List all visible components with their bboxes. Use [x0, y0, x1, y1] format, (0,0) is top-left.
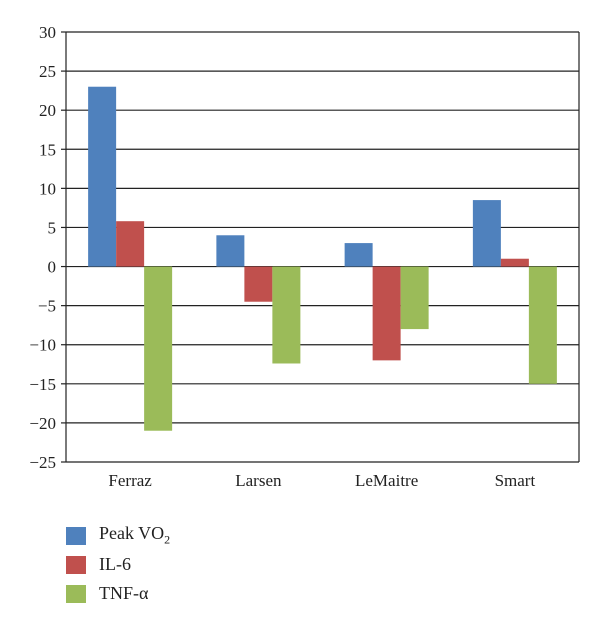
x-tick-label-ferraz: Ferraz — [108, 471, 152, 490]
y-tick-label: 30 — [39, 23, 56, 42]
y-tick-label: 0 — [48, 258, 57, 277]
legend-swatch-il-6 — [66, 555, 86, 574]
y-tick-label: −10 — [29, 336, 56, 355]
y-tick-label: −20 — [29, 414, 56, 433]
bar-peak-vo2-ferraz — [88, 86, 117, 267]
y-tick-label: 20 — [39, 101, 56, 120]
y-tick-label: −15 — [29, 375, 56, 394]
bar-il-6-lemaitre — [372, 266, 401, 361]
y-tick-label: 10 — [39, 179, 56, 198]
bar-peak-vo2-lemaitre — [344, 243, 373, 267]
bar-tnf-lemaitre — [400, 266, 429, 330]
legend-item-peak-vo2: Peak VO2 — [66, 521, 170, 550]
x-tick-label-smart: Smart — [495, 471, 536, 490]
legend: Peak VO2 IL-6 TNF-α — [66, 521, 170, 608]
bar-tnf-ferraz — [144, 266, 173, 431]
bar-peak-vo2-smart — [472, 200, 501, 267]
bar-il-6-smart — [500, 258, 529, 267]
y-tick-label: −5 — [38, 297, 56, 316]
bar-il-6-larsen — [244, 266, 273, 302]
x-tick-label-larsen: Larsen — [235, 471, 282, 490]
legend-label-peak-vo2: Peak VO2 — [99, 523, 171, 547]
bar-tnf-smart — [528, 266, 557, 384]
x-tick-labels: Ferraz Larsen LeMaitre Smart — [108, 471, 535, 490]
legend-label-tnf-alpha: TNF-α — [99, 583, 149, 603]
bar-tnf-larsen — [272, 266, 301, 364]
legend-swatch-peak-vo2 — [66, 526, 86, 545]
y-tick-label: 15 — [39, 140, 56, 159]
legend-item-il-6: IL-6 — [66, 550, 170, 579]
legend-label-il-6: IL-6 — [99, 554, 131, 574]
bars — [88, 86, 557, 431]
bar-il-6-ferraz — [116, 221, 145, 267]
bar-peak-vo2-larsen — [216, 235, 245, 267]
y-tick-label: 25 — [39, 62, 56, 81]
x-tick-label-lemaitre: LeMaitre — [355, 471, 418, 490]
legend-item-tnf-alpha: TNF-α — [66, 579, 170, 608]
y-tick-label: −25 — [29, 453, 56, 472]
legend-swatch-tnf-alpha — [66, 584, 86, 603]
y-tick-label: 5 — [48, 218, 57, 237]
axes — [61, 31, 580, 463]
y-tick-labels: 30 25 20 15 10 5 0 −5 −10 −15 −20 −25 — [29, 23, 56, 472]
